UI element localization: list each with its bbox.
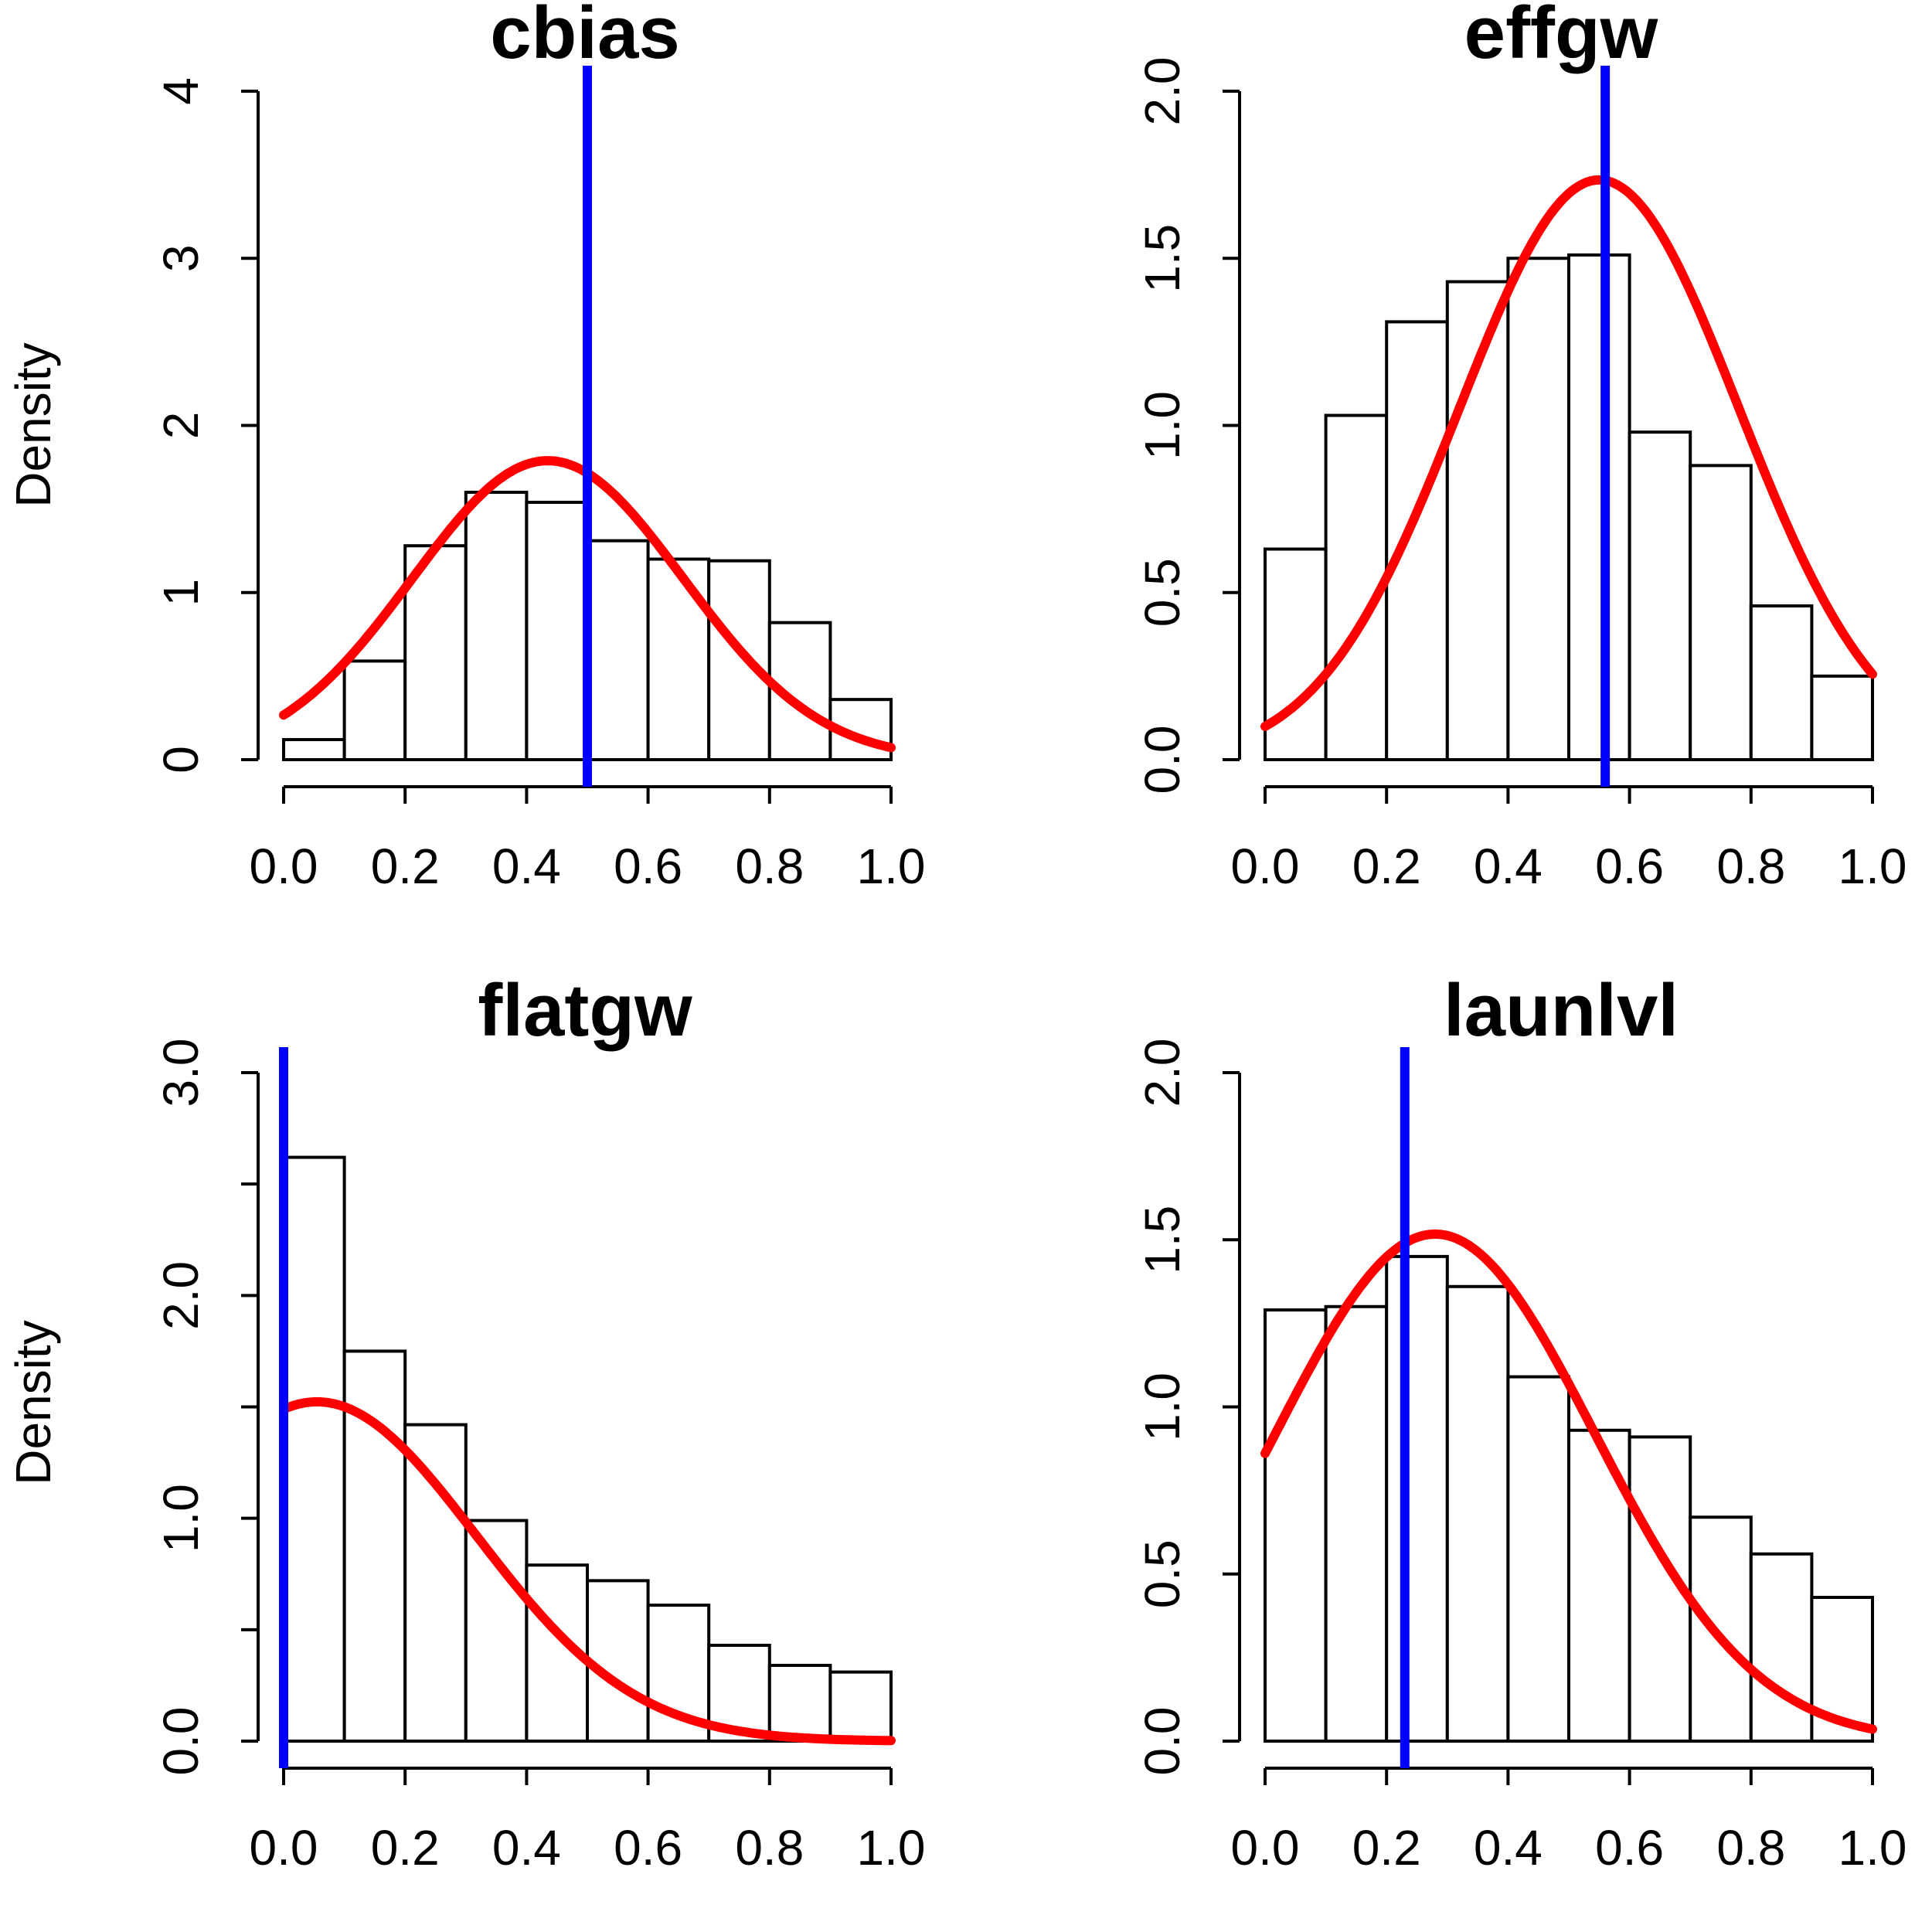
x-axis: 0.0 0.2 0.4 0.6 0.8 1.0 [1231, 785, 1907, 894]
y-tick-label: 2.0 [153, 1261, 209, 1330]
histogram-bar [464, 491, 529, 761]
x-tick-label: 1.0 [857, 1820, 926, 1876]
histogram-bar [586, 539, 650, 762]
histogram-bar [403, 1423, 468, 1743]
histogram-bar [282, 1155, 346, 1743]
x-tick-label: 0.6 [614, 838, 682, 894]
histogram-bar [1264, 547, 1328, 762]
x-tick-label: 0.8 [735, 838, 804, 894]
y-axis-label: Density [5, 342, 61, 507]
panel-launlvl: launlvl 0.0 0.2 0.4 0.6 0.8 1.0 0.0 0.5 1.0 1.5 2… [1134, 969, 1906, 1876]
x-tick-label: 0.2 [371, 1820, 440, 1876]
y-axis-label: Density [5, 1320, 61, 1485]
x-tick-label: 0.6 [1595, 838, 1664, 894]
density-curve [279, 1397, 896, 1746]
y-tick-label: 1.5 [1134, 224, 1190, 293]
panel-title: flatgw [478, 969, 692, 1052]
histogram-bars [282, 491, 893, 762]
histogram-bar [1810, 674, 1874, 761]
y-tick-label: 0 [153, 746, 209, 774]
histogram-bar [1689, 464, 1753, 762]
panel-flatgw: flatgw Density 0.0 0.2 0.4 0.6 0.8 1.0 0.0 1.0… [5, 969, 925, 1876]
histogram-bar [707, 559, 771, 761]
y-tick-label: 2.0 [1134, 1039, 1190, 1107]
y-tick-label: 0.0 [153, 1707, 209, 1776]
histogram-bars [1264, 1254, 1874, 1743]
x-tick-label: 0.0 [1231, 838, 1300, 894]
x-axis: 0.0 0.2 0.4 0.6 0.8 1.0 [1231, 1767, 1907, 1876]
y-axis: 0.0 0.5 1.0 1.5 2.0 [1134, 1039, 1241, 1776]
x-tick-label: 0.2 [1352, 1820, 1421, 1876]
x-tick-label: 0.0 [1231, 1820, 1300, 1876]
x-axis: 0.0 0.2 0.4 0.6 0.8 1.0 [250, 785, 926, 894]
y-tick-label: 3.0 [153, 1039, 209, 1107]
y-tick-label: 0.5 [1134, 1539, 1190, 1608]
y-tick-label: 0.0 [1134, 1707, 1190, 1776]
histogram-bar [828, 1670, 893, 1743]
histogram-bar [1749, 1552, 1814, 1743]
histogram-bar [1749, 604, 1814, 761]
histogram-bar [767, 621, 832, 761]
density-curve [1260, 175, 1877, 731]
histogram-bar [1506, 1375, 1571, 1743]
x-tick-label: 0.4 [492, 838, 561, 894]
x-tick-label: 0.6 [1595, 1820, 1664, 1876]
y-tick-label: 1.0 [1134, 1372, 1190, 1441]
y-tick-label: 0.0 [1134, 726, 1190, 794]
histogram-bar [1385, 1254, 1449, 1743]
x-tick-label: 0.2 [371, 838, 440, 894]
y-axis: 0 1 2 3 4 [153, 77, 260, 774]
x-tick-label: 0.8 [1716, 1820, 1785, 1876]
histogram-bar [1324, 1304, 1389, 1743]
x-tick-label: 0.4 [492, 1820, 561, 1876]
x-tick-label: 1.0 [1838, 838, 1907, 894]
histogram-bar [342, 659, 407, 761]
y-axis: 0.0 0.5 1.0 1.5 2.0 [1134, 57, 1241, 794]
y-tick-label: 2.0 [1134, 57, 1190, 126]
x-tick-label: 1.0 [857, 838, 926, 894]
y-tick-label: 1.0 [1134, 391, 1190, 460]
y-tick-label: 1.0 [153, 1484, 209, 1553]
x-tick-label: 0.6 [614, 1820, 682, 1876]
x-tick-label: 0.0 [250, 838, 318, 894]
histogram-bar [1445, 1284, 1510, 1743]
histogram-bar [767, 1663, 832, 1743]
y-tick-label: 3 [153, 244, 209, 272]
panel-title: cbias [490, 0, 679, 74]
panel-title: launlvl [1444, 969, 1679, 1052]
histogram-bar [525, 500, 590, 761]
histogram-bar [586, 1579, 650, 1743]
x-tick-label: 1.0 [1838, 1820, 1907, 1876]
histogram-bar [282, 738, 346, 761]
y-tick-label: 0.5 [1134, 558, 1190, 627]
density-curve [1260, 1229, 1877, 1734]
x-tick-label: 0.0 [250, 1820, 318, 1876]
x-axis: 0.0 0.2 0.4 0.6 0.8 1.0 [250, 1767, 926, 1876]
x-tick-label: 0.4 [1474, 838, 1543, 894]
panel-cbias: cbias Density 0.0 0.2 0.4 0.6 0.8 1.0 0 1 2 3 4 [5, 0, 925, 894]
x-tick-label: 0.8 [1716, 838, 1785, 894]
y-tick-label: 1.5 [1134, 1206, 1190, 1274]
histogram-bar [646, 557, 711, 761]
y-axis: 0.0 1.0 2.0 3.0 [153, 1039, 260, 1776]
panel-effgw: effgw 0.0 0.2 0.4 0.6 0.8 1.0 0.0 0.5 1.0 1.5 2.0 [1134, 0, 1906, 894]
histogram-bars [1264, 253, 1874, 762]
histogram-bar [1567, 253, 1631, 761]
x-tick-label: 0.4 [1474, 1820, 1543, 1876]
histogram-bar [1628, 430, 1692, 762]
x-tick-label: 0.2 [1352, 838, 1421, 894]
x-tick-label: 0.8 [735, 1820, 804, 1876]
histogram-bar [1264, 1308, 1328, 1743]
histogram-bar [1506, 257, 1571, 761]
y-tick-label: 1 [153, 579, 209, 607]
y-tick-label: 2 [153, 412, 209, 440]
histogram-bar [1689, 1515, 1753, 1743]
panel-title: effgw [1464, 0, 1658, 74]
y-tick-label: 4 [153, 77, 209, 105]
histogram-bar [1385, 320, 1449, 761]
